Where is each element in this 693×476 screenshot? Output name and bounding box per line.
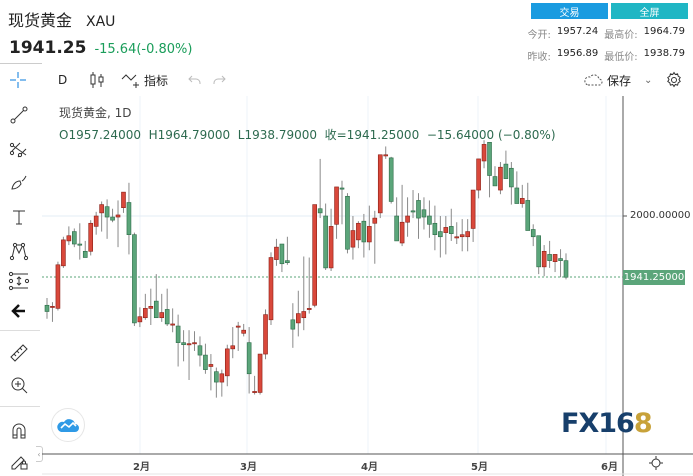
magnet-icon — [12, 423, 26, 439]
brush-icon — [11, 175, 27, 190]
low-value: 1938.79 — [643, 48, 685, 59]
open-label: 今开: — [527, 30, 551, 41]
tradingview-logo-button[interactable] — [51, 408, 85, 442]
x-axis-label-may: 5月 — [471, 462, 488, 473]
stats-row-1: 今开: 1957.24 最高价: 1964.79 — [528, 26, 685, 41]
back-button[interactable] — [6, 298, 32, 324]
brush-tool[interactable] — [6, 170, 32, 196]
magnet-tool[interactable] — [6, 418, 32, 444]
open-value: 1957.24 — [556, 26, 599, 37]
undo-button[interactable] — [188, 70, 202, 90]
low-label: 最低价: — [604, 52, 638, 63]
prev-close-label: 昨收: — [527, 52, 551, 63]
price-change: -15.64(-0.80%) — [94, 42, 193, 57]
crosshair-tool-button[interactable] — [8, 70, 28, 90]
x-axis-label-feb: 2月 — [133, 462, 150, 473]
pattern-icon — [9, 242, 29, 261]
indicators-label: 指标 — [144, 73, 169, 88]
candlestick-icon — [90, 72, 104, 88]
save-menu-chevron[interactable]: ⌄ — [644, 70, 652, 90]
undo-icon — [188, 75, 201, 84]
lock-drawings-tool[interactable] — [6, 448, 32, 474]
high-value: 1964.79 — [643, 26, 685, 37]
chevron-down-icon: ⌄ — [644, 74, 653, 86]
zoom-in-icon — [11, 377, 28, 394]
watermark-text: FX168 — [561, 408, 653, 439]
pencil-lock-icon — [11, 456, 28, 470]
fx168-watermark: FX168 — [561, 408, 653, 439]
sun-settings-icon — [649, 456, 663, 470]
instrument-symbol: XAU — [86, 14, 116, 30]
chevron-left-icon: ‹ — [37, 449, 41, 459]
sidebar-divider — [0, 406, 40, 407]
ruler-icon — [10, 344, 28, 362]
zoom-in-tool[interactable] — [6, 372, 32, 398]
chart-toolbar: D 指标 保存 ⌄ — [0, 66, 693, 94]
arrow-left-icon — [11, 304, 25, 318]
save-label: 保存 — [607, 73, 632, 88]
stats-row-2: 昨收: 1956.89 最低价: 1938.79 — [528, 48, 685, 63]
ruler-tool[interactable] — [6, 340, 32, 366]
price-chart[interactable] — [42, 96, 693, 476]
cloud-icon — [584, 74, 603, 86]
interval-button[interactable]: D — [58, 73, 68, 87]
range-icon — [8, 271, 30, 291]
chart-legend: 现货黄金, 1D O1957.24000 H1964.79000 L1938.7… — [59, 104, 556, 143]
gear-icon — [667, 71, 681, 88]
x-axis-label-jun: 6月 — [601, 462, 618, 473]
settings-button[interactable] — [665, 70, 683, 90]
last-price-tag: 1941.25000 — [623, 270, 685, 285]
legend-title: 现货黄金, 1D — [59, 106, 132, 120]
divider — [0, 63, 42, 64]
instrument-header: 现货黄金 XAU — [8, 7, 115, 31]
text-icon — [13, 210, 25, 225]
measure-range-tool[interactable] — [6, 268, 32, 294]
indicators-button[interactable]: 指标 — [121, 70, 168, 90]
axis-settings-button[interactable] — [648, 455, 664, 475]
prev-close-value: 1956.89 — [556, 48, 599, 59]
chart-type-button[interactable] — [89, 70, 105, 90]
cloud-chart-icon — [57, 419, 79, 432]
pattern-tool[interactable] — [6, 238, 32, 264]
crosshair-icon — [10, 72, 26, 88]
trade-button[interactable]: 交易 — [531, 3, 608, 19]
text-tool[interactable] — [6, 204, 32, 230]
pitchfork-icon — [9, 142, 27, 158]
last-price: 1941.25 — [9, 38, 87, 58]
trendline-tool[interactable] — [6, 102, 32, 128]
trendline-icon — [10, 106, 28, 124]
candlestick-chart[interactable] — [42, 96, 693, 476]
instrument-title: 现货黄金 — [8, 11, 73, 30]
sidebar-divider — [0, 330, 40, 331]
save-button[interactable]: 保存 — [583, 70, 631, 90]
price-header: 1941.25 -15.64(-0.80%) — [9, 38, 192, 58]
high-label: 最高价: — [604, 30, 638, 41]
drawing-tools-sidebar — [0, 96, 40, 476]
price-scale-label-2000: 2000.00000 — [630, 210, 691, 221]
indicators-icon — [121, 74, 139, 88]
x-axis-label-mar: 3月 — [240, 462, 257, 473]
pitchfork-tool[interactable] — [6, 136, 32, 162]
legend-ohlc: O1957.24000 H1964.79000 L1938.79000 收=19… — [59, 128, 556, 142]
x-axis-label-apr: 4月 — [361, 462, 378, 473]
fullscreen-button[interactable]: 全屏 — [611, 3, 688, 19]
redo-button[interactable] — [212, 70, 226, 90]
redo-icon — [213, 75, 226, 84]
